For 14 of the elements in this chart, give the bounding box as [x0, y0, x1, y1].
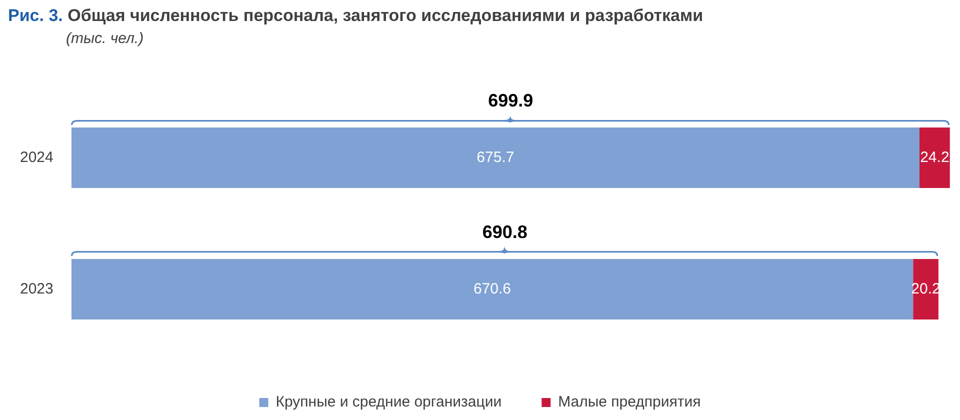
chart-title: Рис. 3. Общая численность персонала, занятого исследованиями и разработками	[8, 6, 704, 26]
data-label: 675.7	[476, 148, 514, 166]
total-label: 699.9	[488, 90, 534, 110]
bar	[71, 259, 914, 320]
data-label: 670.6	[473, 280, 512, 298]
y-tick-label: 2023	[20, 280, 54, 298]
y-tick-label: 2024	[20, 148, 54, 166]
bar	[71, 128, 920, 188]
data-label: 24.2	[920, 148, 950, 166]
total-label: 690.8	[482, 222, 528, 242]
legend-label: Крупные и средние организации	[276, 394, 502, 411]
chart-subtitle: (тыс. чел.)	[66, 30, 144, 47]
bar	[920, 128, 950, 188]
legend-label: Малые предприятия	[558, 394, 701, 411]
